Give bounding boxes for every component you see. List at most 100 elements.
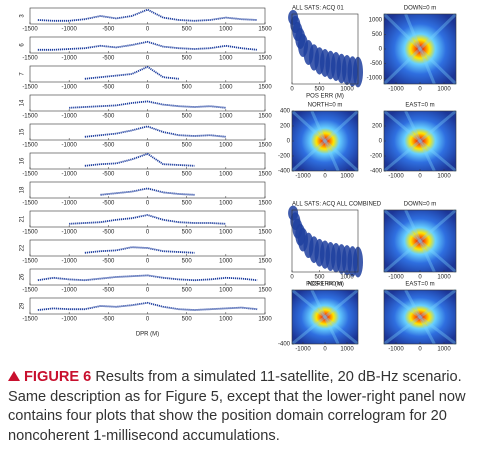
dotted-curve [84, 152, 195, 167]
x-tick-label: 0 [146, 288, 150, 294]
x-tick-label: -500 [102, 114, 115, 120]
y-tick-label: 1000 [369, 17, 383, 23]
x-tick-label: -1000 [61, 259, 77, 265]
axes-box [29, 36, 266, 54]
y-tick-label: 200 [372, 124, 383, 130]
caption-text: Results from a simulated 11-satellite, 2… [8, 369, 466, 444]
x-tick-label: -500 [102, 288, 115, 294]
streak [382, 12, 458, 86]
x-tick-label: -1000 [295, 347, 311, 353]
streak [290, 109, 360, 173]
panel-title: DOWN=0 m [404, 202, 437, 208]
caption: FIGURE 6 Results from a simulated 11-sat… [8, 368, 474, 446]
x-tick-label: 500 [182, 143, 193, 149]
x-tick-label: 1500 [258, 172, 272, 178]
x-tick-label: 1500 [258, 201, 272, 207]
correlogram-image [292, 290, 358, 344]
x-tick-label: 1000 [437, 275, 451, 281]
correlogram-image [384, 14, 456, 84]
x-tick-label: 1000 [437, 87, 451, 93]
x-tick-label: 0 [146, 143, 150, 149]
y-label: 22 [20, 244, 26, 251]
streak [383, 109, 457, 173]
y-tick-label: 0 [379, 47, 383, 53]
x-tick-label: -1000 [61, 56, 77, 62]
x-tick-label: -500 [102, 56, 115, 62]
x-tick-label: 500 [182, 85, 193, 91]
streak [290, 109, 360, 173]
x-tick-label: 1000 [219, 259, 233, 265]
x-tick-label: 500 [182, 172, 193, 178]
y-label: 16 [20, 157, 26, 164]
x-tick-label: 500 [182, 56, 193, 62]
dotted-curve [84, 246, 195, 254]
x-tick-label: 1000 [340, 275, 354, 281]
x-tick-label: -1500 [22, 317, 38, 323]
x-tick-label: 500 [314, 87, 325, 93]
panel-title: ALL SATS: ACQ ALL COMBINED [292, 202, 382, 208]
x-tick-label: 0 [146, 114, 150, 120]
panel-title: DOWN=0 m [404, 6, 437, 12]
dotted-curve [69, 214, 226, 225]
x-tick-label: 1000 [219, 230, 233, 236]
caption-label: FIGURE 6 [24, 369, 92, 385]
triangle-icon [8, 371, 20, 381]
panel-title: EAST=0 m [405, 103, 434, 109]
x-tick-label: 1000 [219, 288, 233, 294]
dotted-curve [37, 274, 258, 282]
panel-title: EAST=0 m [405, 282, 434, 288]
x-tick-label: -500 [102, 259, 115, 265]
x-tick-label: 1500 [258, 114, 272, 120]
x-tick-label: 1000 [340, 174, 354, 180]
x-tick-label: 500 [314, 275, 325, 281]
y-label: 21 [20, 215, 26, 222]
x-tick-label: -1500 [22, 27, 38, 33]
x-tick-label: 0 [146, 85, 150, 91]
x-tick-label: 500 [182, 114, 193, 120]
x-axis-label: POS ERR (M) [306, 94, 344, 100]
x-tick-label: 500 [182, 317, 193, 323]
x-tick-label: -1000 [61, 27, 77, 33]
x-tick-label: -1500 [22, 56, 38, 62]
axes-box [29, 123, 266, 141]
axes-box [29, 297, 266, 315]
y-tick-label: -400 [278, 342, 291, 348]
x-tick-label: -1000 [61, 230, 77, 236]
x-tick-label: 1000 [219, 143, 233, 149]
y-label: 15 [20, 128, 26, 135]
x-tick-label: 1000 [340, 87, 354, 93]
y-label: 3 [20, 14, 26, 18]
x-tick-label: 1500 [258, 27, 272, 33]
y-tick-label: -400 [278, 169, 291, 175]
correlogram-image [384, 290, 456, 344]
streak [404, 110, 436, 172]
axes-box [291, 13, 359, 85]
x-tick-label: 0 [146, 56, 150, 62]
x-axis-label: DPR (M) [136, 332, 159, 338]
x-tick-label: 1000 [437, 347, 451, 353]
x-tick-label: 1000 [437, 174, 451, 180]
x-tick-label: 1500 [258, 143, 272, 149]
x-tick-label: 1500 [258, 317, 272, 323]
x-tick-label: 1500 [258, 259, 272, 265]
y-label: 26 [20, 273, 26, 280]
streak [310, 110, 340, 172]
x-tick-label: -1000 [388, 174, 404, 180]
streak [404, 13, 436, 85]
x-tick-label: 0 [323, 347, 327, 353]
x-tick-label: -1000 [61, 317, 77, 323]
streak [383, 208, 457, 274]
dotted-curve [37, 40, 258, 51]
streak [291, 288, 359, 346]
x-tick-label: 1000 [219, 317, 233, 323]
x-tick-label: -1000 [61, 288, 77, 294]
streak [310, 289, 340, 345]
dotted-curve [84, 125, 226, 138]
correlogram-image [384, 111, 456, 171]
x-tick-label: 1500 [258, 288, 272, 294]
streak [404, 289, 436, 345]
axes-box [29, 268, 266, 286]
axes-box [291, 209, 359, 273]
x-tick-label: 500 [182, 288, 193, 294]
